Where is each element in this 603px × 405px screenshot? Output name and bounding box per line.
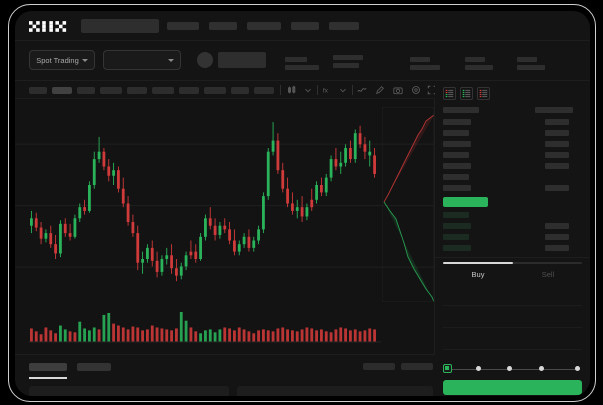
order-book-ask-price-3: [443, 141, 471, 147]
timeframe-6[interactable]: [152, 87, 174, 94]
tab-sell[interactable]: Sell: [541, 270, 555, 279]
timeframe-1[interactable]: [29, 87, 47, 94]
order-book-ask-price-7: [443, 185, 471, 191]
bottom-tab-open-orders[interactable]: [29, 363, 67, 371]
volume-chart: [29, 312, 381, 343]
stat-24h-high: [410, 57, 440, 70]
orderbook-view-both-icon[interactable]: [443, 87, 456, 100]
camera-snapshot-icon[interactable]: [393, 85, 403, 95]
timeframe-3[interactable]: [77, 87, 95, 94]
bottom-card-right: [237, 386, 433, 396]
svg-text:fx: fx: [323, 88, 329, 95]
slider-stop-75[interactable]: [539, 366, 544, 371]
order-book-ask-price-4: [443, 152, 469, 158]
timeframe-5[interactable]: [127, 87, 147, 94]
buy-sell-indicator: [443, 262, 513, 264]
stat-24h-volume: [517, 57, 545, 70]
orderbook-view-asks-icon[interactable]: [477, 87, 490, 100]
line-tool-icon[interactable]: [357, 85, 367, 95]
bottom-card-left: [29, 386, 229, 396]
bottom-action-1[interactable]: [363, 363, 395, 370]
order-book-bid-size-2: [545, 223, 569, 229]
amount-percent-slider[interactable]: [445, 369, 580, 370]
order-book-header-left: [443, 107, 479, 113]
order-book-header-right: [535, 107, 573, 113]
indicator-icon[interactable]: fx: [322, 85, 332, 95]
order-amount-field[interactable]: [443, 310, 582, 328]
order-book-ask-price-6: [443, 174, 469, 180]
timeframe-4[interactable]: [100, 87, 122, 94]
timeframe-2[interactable]: [52, 87, 72, 94]
drawing-pencil-icon[interactable]: [375, 85, 385, 95]
order-book-ask-price-2: [443, 130, 469, 136]
order-book-ask-size-5: [545, 163, 569, 169]
nav-item-1[interactable]: [167, 22, 199, 30]
chevron-down-icon-2[interactable]: [338, 85, 348, 95]
order-book-bid-price-2: [443, 223, 471, 229]
spot-trading-label: Spot Trading: [36, 55, 79, 65]
order-total-field[interactable]: [443, 332, 582, 350]
bottom-action-2[interactable]: [401, 363, 433, 370]
order-book-ask-price-1: [443, 119, 471, 125]
timeframe-8[interactable]: [204, 87, 226, 94]
timeframe-9[interactable]: [231, 87, 249, 94]
active-tab-underline: [29, 377, 67, 379]
chart-toolbar: fx: [15, 81, 437, 99]
timeframe-7[interactable]: [179, 87, 199, 94]
last-price-value: [218, 52, 266, 68]
chevron-down-icon[interactable]: [303, 85, 313, 95]
timeframe-10[interactable]: [254, 87, 274, 94]
order-book-bid-size-4: [545, 245, 569, 251]
nav-item-2[interactable]: [209, 22, 237, 30]
chevron-down-icon: [81, 58, 88, 62]
market-depth-overlay: [382, 107, 434, 302]
order-book-rows[interactable]: [435, 107, 590, 257]
slider-handle[interactable]: [443, 364, 452, 373]
okx-logo-icon[interactable]: [29, 21, 73, 32]
order-book-ask-size-2: [545, 130, 569, 136]
orderbook-current-price: [443, 197, 488, 207]
device-frame: Spot Trading: [8, 4, 596, 402]
order-price-field[interactable]: [443, 288, 582, 306]
order-book-bid-price-1: [443, 212, 469, 218]
stat-24h-low: [465, 57, 493, 70]
chevron-down-icon: [168, 58, 174, 62]
spot-trading-dropdown[interactable]: Spot Trading: [29, 50, 95, 70]
order-book-bid-price-4: [443, 245, 471, 251]
slider-stop-25[interactable]: [476, 366, 481, 371]
coin-avatar: [197, 52, 213, 68]
nav-item-4[interactable]: [291, 22, 319, 30]
stat-last-price: [285, 57, 319, 70]
nav-item-5[interactable]: [329, 22, 359, 30]
search-input[interactable]: [81, 19, 159, 33]
orderbook-view-bids-icon[interactable]: [460, 87, 473, 100]
settings-gear-icon[interactable]: [411, 85, 421, 95]
confirm-buy-button[interactable]: [443, 380, 582, 395]
app-screen: Spot Trading: [15, 11, 590, 396]
orders-panel: [15, 354, 435, 396]
order-book-ask-size-3: [545, 141, 569, 147]
order-book-ask-size-7: [545, 185, 569, 191]
bottom-tab-order-history[interactable]: [77, 363, 111, 371]
slider-stop-50[interactable]: [507, 366, 512, 371]
order-book-panel: [435, 81, 590, 257]
order-book-ask-size-1: [545, 119, 569, 125]
candlestick-chart[interactable]: [15, 99, 435, 304]
tab-buy[interactable]: Buy: [471, 270, 485, 279]
order-book-view-switcher: [443, 87, 490, 100]
market-sub-header: Spot Trading: [15, 41, 590, 81]
order-book-bid-size-3: [545, 234, 569, 240]
candlestick-type-icon[interactable]: [287, 85, 297, 95]
stat-24h-change: [333, 55, 363, 68]
trading-pair-select[interactable]: [103, 50, 181, 70]
order-book-ask-size-4: [545, 152, 569, 158]
order-book-ask-price-5: [443, 163, 471, 169]
top-navigation-bar: [15, 11, 590, 41]
trade-form-panel: Buy Sell: [435, 257, 590, 396]
price-chart-panel[interactable]: [15, 99, 435, 354]
nav-item-3[interactable]: [247, 22, 281, 30]
order-book-bid-price-3: [443, 234, 469, 240]
slider-stop-100[interactable]: [575, 366, 580, 371]
